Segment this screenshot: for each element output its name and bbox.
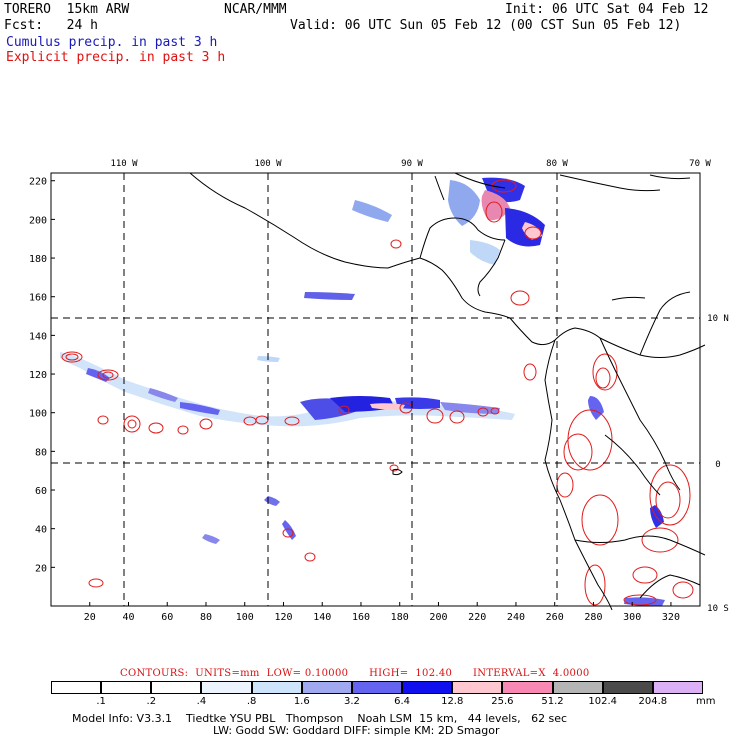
y-tick-label: 180 xyxy=(29,254,47,265)
forecast-hour: Fcst: 24 h xyxy=(4,18,98,33)
scale-label: 204.8 xyxy=(638,696,668,707)
x-tick-label: 260 xyxy=(546,612,564,623)
latitude-label: 10 S xyxy=(707,604,729,614)
scale-swatch xyxy=(602,681,653,694)
explicit-precip-contours xyxy=(61,179,694,606)
scale-label: 12.8 xyxy=(441,696,464,707)
y-tick-label: 60 xyxy=(35,486,47,497)
explicit-legend: Explicit precip. in past 3 h xyxy=(6,50,226,65)
scale-label: 6.4 xyxy=(394,696,411,707)
scale-label: .1 xyxy=(96,696,106,707)
lat-lon-grid xyxy=(51,173,700,606)
scale-swatch xyxy=(552,681,603,694)
scale-swatch xyxy=(351,681,403,694)
model-title: TORERO 15km ARW xyxy=(4,2,130,17)
scale-swatch xyxy=(51,681,102,694)
y-axis-ticks: 20 40 60 80 100 120 140 160 180 200 220 xyxy=(29,177,55,574)
coastlines xyxy=(189,172,706,611)
x-axis-ticks: 20 40 60 80 100 120 140 160 180 200 220 240 260 280 30… xyxy=(84,602,680,623)
scale-unit: mm xyxy=(696,696,716,707)
scale-label: 51.2 xyxy=(541,696,564,707)
scale-label: 25.6 xyxy=(491,696,514,707)
cumulus-legend: Cumulus precip. in past 3 h xyxy=(6,35,218,50)
x-tick-label: 140 xyxy=(313,612,331,623)
latitude-label: 0 xyxy=(715,460,720,470)
scale-swatch xyxy=(201,681,252,694)
x-tick-label: 300 xyxy=(623,612,641,623)
scale-labels: .1 .2 .4 .8 1.6 3.2 6.4 12.8 25.6 51.2 102.4 204.8 m… xyxy=(0,696,740,708)
scale-label: 102.4 xyxy=(588,696,617,707)
y-tick-label: 200 xyxy=(29,215,47,226)
contour-info: CONTOURS: UNITS=mm LOW= 0.10000 HIGH= 10… xyxy=(120,668,590,679)
valid-time: Valid: 06 UTC Sun 05 Feb 12 (00 CST Sun … xyxy=(290,18,682,33)
scale-swatch xyxy=(402,681,453,694)
latitude-label: 10 N xyxy=(707,314,729,324)
x-tick-label: 20 xyxy=(84,612,96,623)
map-frame xyxy=(50,172,701,607)
x-tick-label: 220 xyxy=(468,612,486,623)
y-tick-label: 120 xyxy=(29,370,47,381)
model-info-line-2: LW: Godd SW: Goddard DIFF: simple KM: 2D… xyxy=(213,724,500,737)
scale-label: .4 xyxy=(196,696,207,707)
x-tick-label: 240 xyxy=(507,612,525,623)
scale-swatch xyxy=(452,681,503,694)
color-scale xyxy=(51,681,703,694)
scale-swatch xyxy=(502,681,553,694)
y-tick-label: 80 xyxy=(35,447,47,458)
y-tick-label: 40 xyxy=(35,525,47,536)
scale-label: 3.2 xyxy=(343,696,360,707)
scale-label: 1.6 xyxy=(293,696,310,707)
x-tick-label: 60 xyxy=(161,612,173,623)
x-tick-label: 100 xyxy=(236,612,254,623)
x-tick-label: 160 xyxy=(352,612,370,623)
scale-swatch xyxy=(101,681,152,694)
x-tick-label: 200 xyxy=(429,612,447,623)
x-tick-label: 180 xyxy=(391,612,409,623)
longitude-label: 80 W xyxy=(546,159,568,169)
x-tick-label: 80 xyxy=(200,612,212,623)
y-tick-label: 160 xyxy=(29,293,47,304)
y-tick-label: 220 xyxy=(29,177,47,188)
scale-label: .2 xyxy=(146,696,157,707)
org-label: NCAR/MMM xyxy=(224,2,287,17)
x-tick-label: 280 xyxy=(584,612,602,623)
longitude-label: 90 W xyxy=(401,159,423,169)
scale-swatch xyxy=(151,681,202,694)
longitude-label: 110 W xyxy=(110,159,138,169)
scale-swatch xyxy=(652,681,703,694)
scale-swatch xyxy=(251,681,302,694)
y-tick-label: 100 xyxy=(29,409,47,420)
y-tick-label: 140 xyxy=(29,331,47,342)
x-tick-label: 40 xyxy=(122,612,134,623)
longitude-label: 100 W xyxy=(254,159,282,169)
scale-label: .8 xyxy=(246,696,257,707)
latitude-labels: 10 N 0 10 S xyxy=(707,314,729,614)
x-tick-label: 320 xyxy=(662,612,680,623)
y-tick-label: 20 xyxy=(35,563,47,574)
init-time: Init: 06 UTC Sat 04 Feb 12 xyxy=(505,2,709,17)
longitude-label: 70 W xyxy=(689,159,711,169)
model-info-line-1: Model Info: V3.3.1 Tiedtke YSU PBL Thomp… xyxy=(72,712,568,725)
cumulus-precip-field xyxy=(60,177,665,606)
scale-swatch xyxy=(301,681,352,694)
longitude-labels: 110 W 100 W 90 W 80 W 70 W xyxy=(110,159,711,169)
x-tick-label: 120 xyxy=(274,612,292,623)
